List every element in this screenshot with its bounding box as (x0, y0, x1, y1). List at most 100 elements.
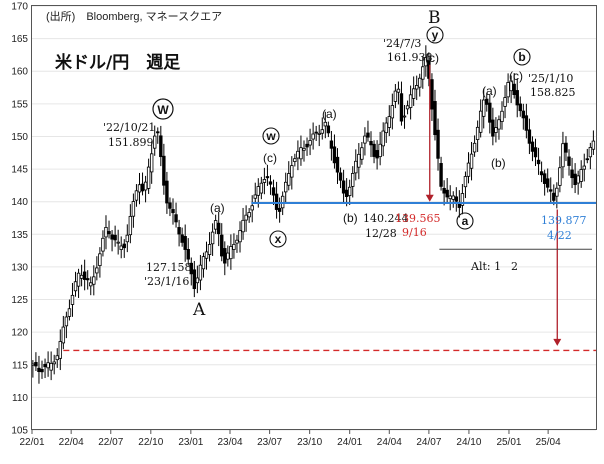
candle-body (351, 173, 355, 187)
candle-body (192, 269, 197, 290)
x-tick-label: 24/07 (416, 437, 441, 448)
candle-body (223, 248, 227, 264)
wave-a-paren-2: (a) (322, 107, 337, 121)
wave-b-paren-2: (b) (491, 156, 506, 170)
candle-body (509, 80, 513, 92)
wave-A-label: A (192, 300, 206, 320)
candle-body (515, 90, 519, 106)
candle-body (524, 115, 529, 131)
candle-body (174, 214, 178, 223)
y-tick-label: 135 (11, 230, 28, 241)
candle-body (268, 181, 273, 185)
candle-body (360, 147, 364, 160)
candle-body (451, 195, 455, 200)
y-tick-label: 155 (11, 99, 28, 110)
candle-body (442, 187, 446, 194)
candle-body (570, 169, 574, 179)
alt-label-1: Alt: 1 (470, 260, 501, 273)
candle-body (448, 195, 452, 200)
candle-body (421, 66, 425, 80)
candle-body (110, 234, 114, 240)
candle-body (226, 252, 230, 260)
candle-body (159, 135, 163, 158)
y-tick-label: 105 (11, 426, 28, 437)
candle-body (539, 171, 544, 176)
candle-body (396, 88, 401, 93)
candle-body (503, 97, 507, 107)
wave-b-paren-1: (b) (343, 211, 358, 225)
candle-body (372, 143, 376, 157)
candle-body (390, 105, 395, 119)
svg-text:a: a (462, 214, 469, 228)
candle-body (122, 243, 126, 249)
projection-arrow-head (553, 338, 562, 346)
candle-body (545, 178, 550, 188)
y-tick-label: 130 (11, 262, 28, 273)
candle-body (153, 135, 157, 149)
jan-peak-date: '25/1/10 (528, 72, 573, 85)
candle-body (116, 241, 120, 244)
candle-body (485, 98, 489, 105)
candle-body (460, 193, 465, 206)
candle-body (558, 167, 562, 186)
candle-body (530, 141, 535, 152)
x-tick-label: 23/10 (297, 437, 322, 448)
candle-body (86, 278, 90, 281)
candle-body (445, 189, 449, 198)
a-low-date: '23/1/16 (144, 275, 189, 288)
candle-body (244, 214, 248, 221)
candle-body (107, 231, 111, 235)
candle-body (201, 256, 206, 270)
candle-body (296, 150, 300, 159)
candle-body (67, 308, 72, 317)
candle-body (104, 227, 108, 238)
candle-body (567, 156, 571, 166)
chart-title: 米ドル/円 週足 (55, 52, 180, 73)
candle-body (433, 101, 437, 136)
plot-frame (31, 5, 597, 430)
candle-body (143, 181, 148, 191)
candle-body (308, 140, 312, 146)
candle-body (89, 282, 93, 287)
candle-body (576, 175, 580, 184)
apr-low-value: 139.877 (541, 214, 587, 227)
candle-body (573, 173, 577, 186)
candle-body (70, 294, 75, 305)
candle-body (256, 186, 260, 196)
x-tick-label: 24/01 (337, 437, 362, 448)
svg-text:y: y (432, 28, 439, 42)
candle-body (232, 243, 236, 250)
c2312-value: 140.244 (363, 212, 409, 225)
candle-body (341, 180, 346, 194)
candle-body (344, 189, 349, 198)
b-peak-value: 161.938 (387, 51, 433, 64)
candle-body (418, 77, 422, 88)
candle-body (64, 316, 69, 327)
candle-body (536, 159, 541, 165)
candle-body (58, 341, 62, 359)
candle-body (156, 131, 160, 134)
candle-body (500, 110, 504, 122)
candle-body (439, 163, 443, 187)
candle-body (542, 173, 547, 184)
candle-body (527, 129, 532, 144)
candle-body (140, 183, 145, 192)
candle-body (323, 121, 328, 127)
wave-y-label: y (426, 26, 444, 44)
candle-body (128, 215, 133, 236)
candle-body (302, 147, 306, 151)
y-tick-label: 165 (11, 34, 28, 45)
candle-body (384, 122, 388, 134)
y-axis-ticks: 105 110 115 120 125 130 135 140 145 150 155 160 165 1… (11, 2, 28, 437)
candle-body (475, 126, 480, 140)
horizontal-lines (63, 201, 596, 352)
candle-body (113, 234, 117, 241)
candle-body (101, 237, 105, 252)
y-tick-label: 125 (11, 295, 28, 306)
candle-body (582, 165, 586, 170)
x-axis-ticks: 22/01 22/04 22/07 22/10 23/01 23/04 23/07 23/10… (19, 430, 561, 448)
candle-body (287, 173, 291, 186)
candle-body (95, 267, 99, 274)
